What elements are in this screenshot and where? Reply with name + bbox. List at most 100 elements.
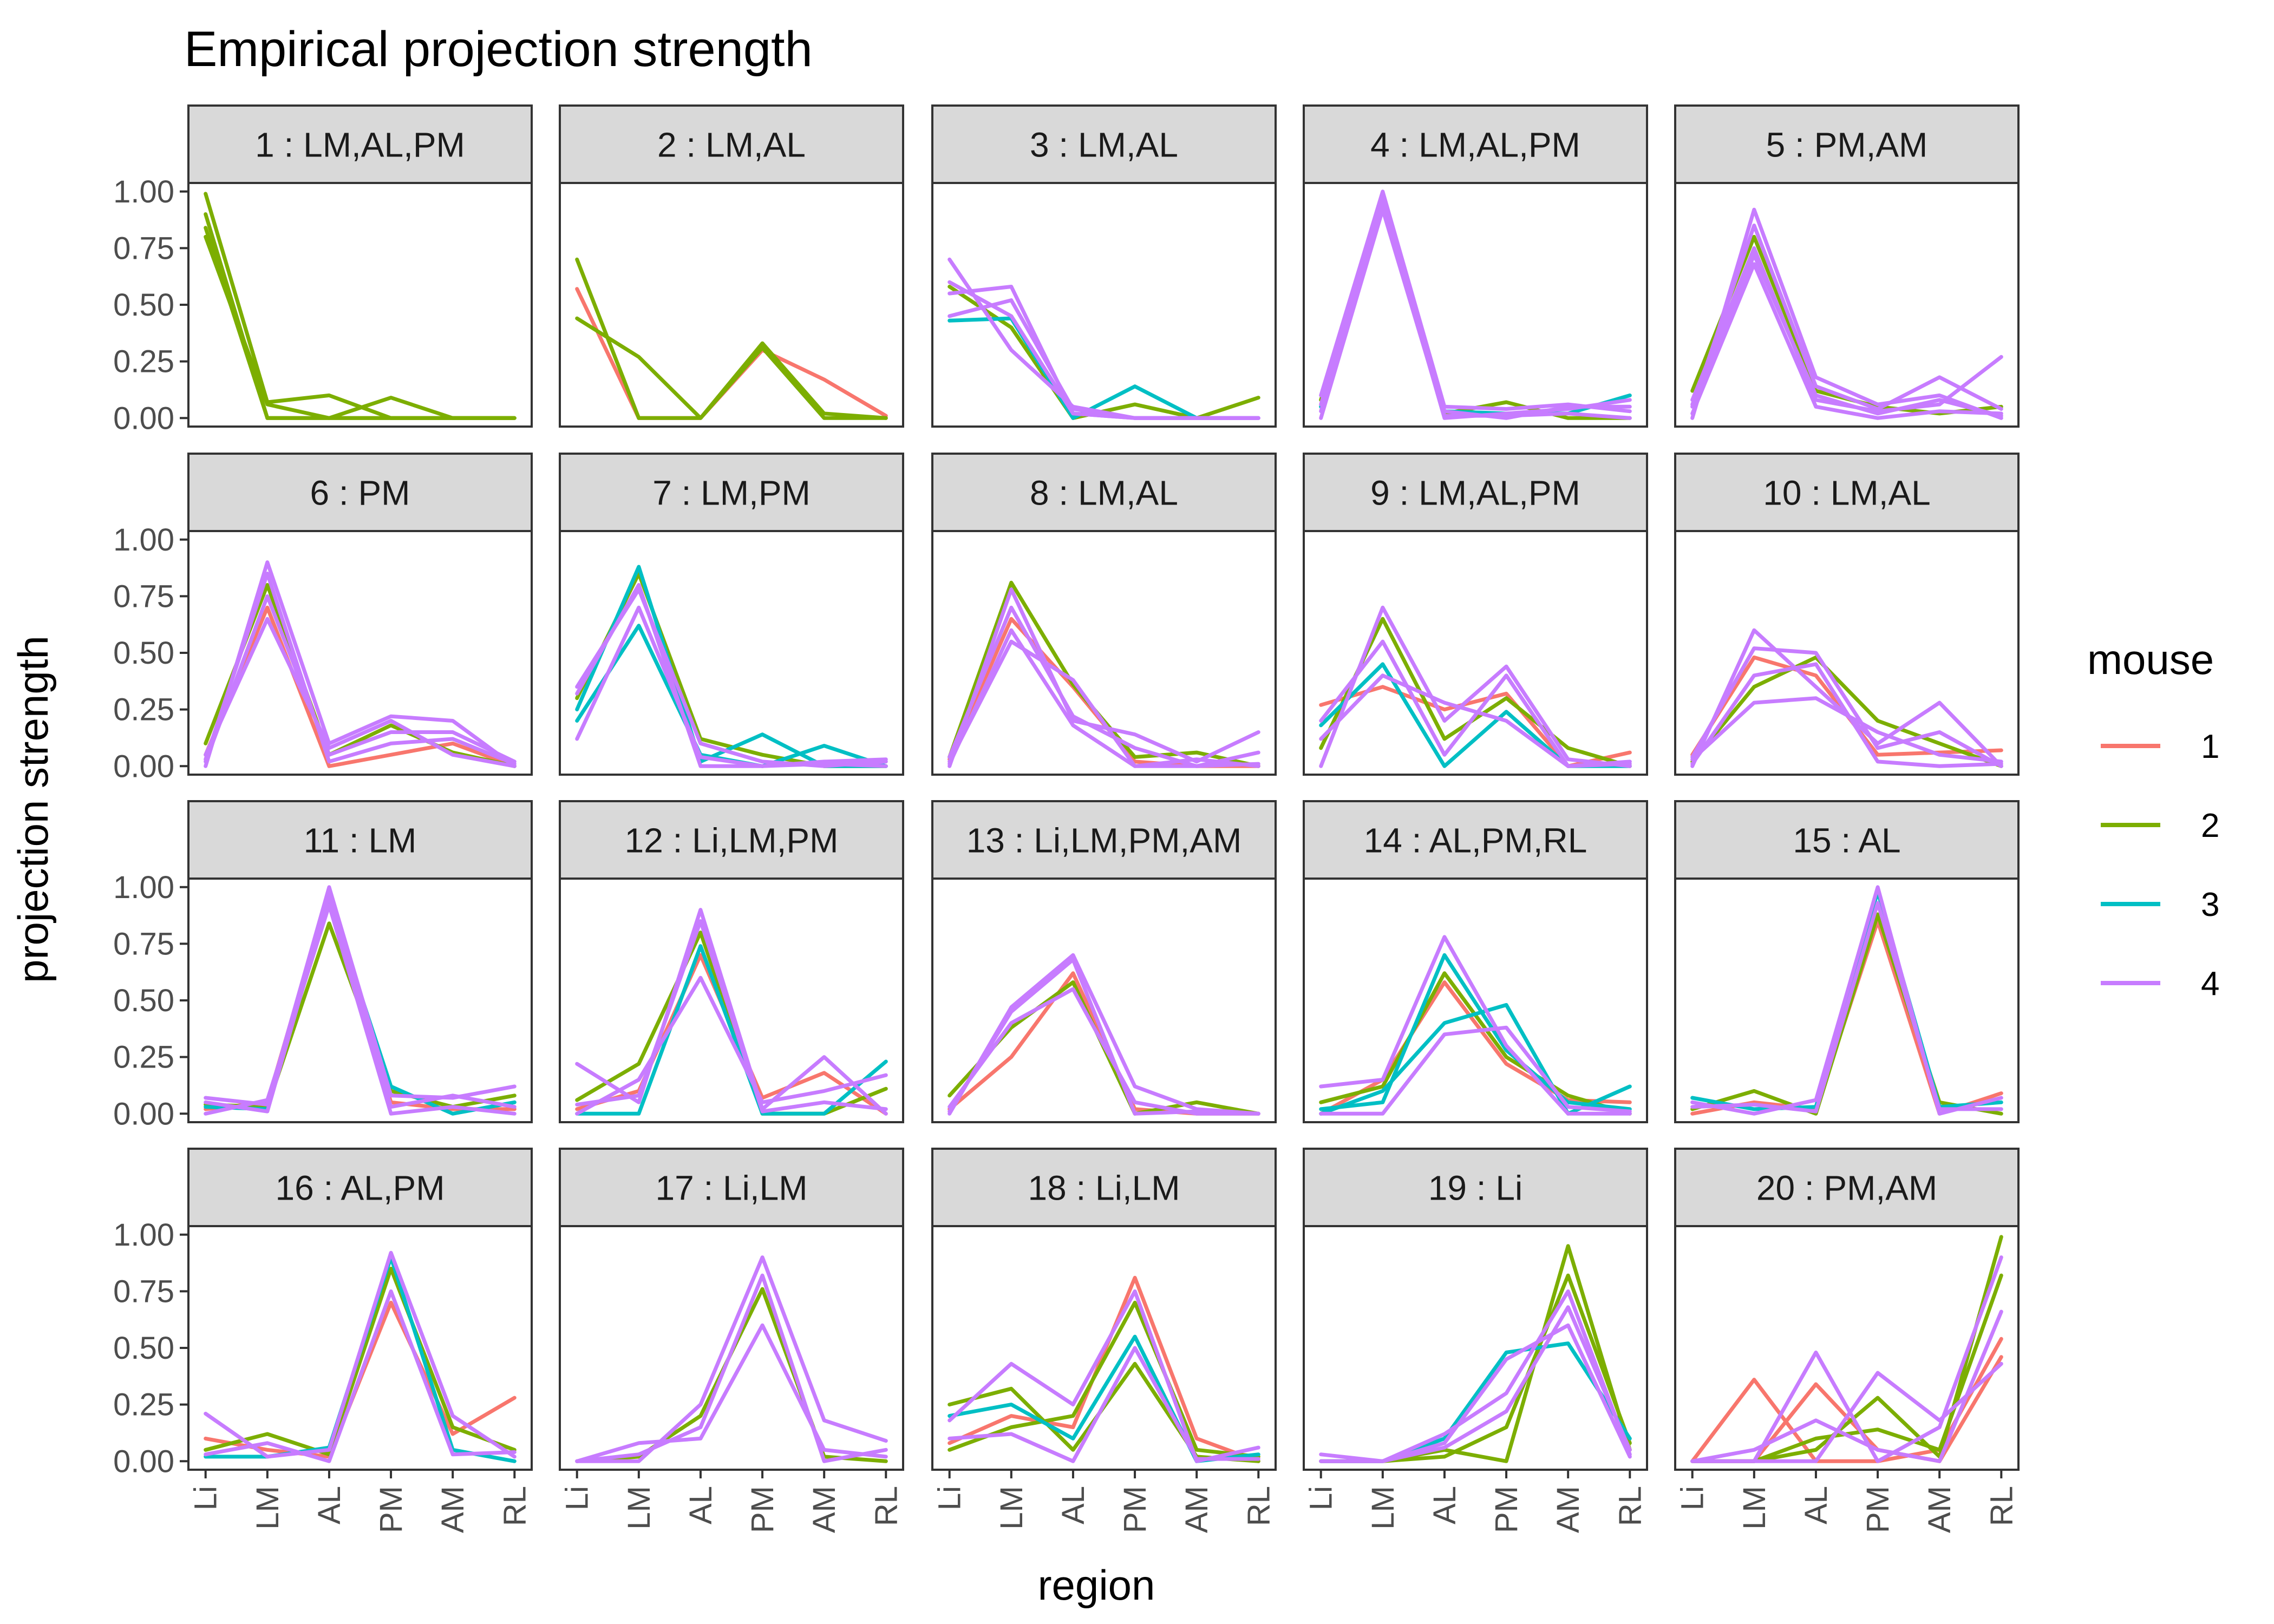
y-tick-label: 1.00 [113,522,174,558]
y-tick-label: 0.25 [113,1387,174,1423]
series-line-mouse-4 [948,587,1260,768]
x-tick-label: AL [1056,1486,1091,1524]
x-tick-label: PM [1860,1486,1896,1533]
series-line-mouse-4 [1690,901,2003,1114]
panel-border [559,182,904,428]
y-tick-label: 0.75 [113,926,174,961]
y-tick-label: 1.00 [113,174,174,209]
y-tick-label: 1.00 [113,870,174,905]
series-line-mouse-4 [948,257,1260,420]
facet-panel: 9 : LM,AL,PM [1303,453,1648,776]
facet-panel: 11 : LM 0.00 0.25 0.50 0.75 1.00 [113,800,533,1131]
x-tick-label: PM [745,1486,780,1533]
series-line-mouse-2 [204,234,517,420]
panel-border [1303,1225,1648,1471]
x-tick-label: AM [807,1486,842,1533]
series-line-mouse-1 [204,605,517,768]
facet-strip-label: 7 : LM,PM [652,474,811,513]
legend-label-1: 1 [2201,728,2219,765]
x-tick-label: RL [1612,1486,1648,1526]
panel-border [1303,182,1648,428]
facet-strip [559,104,904,184]
x-tick-label: AL [1799,1486,1834,1524]
panel-border [1674,878,2020,1123]
series-line-mouse-4 [1319,935,1632,1116]
series-line-mouse-1 [948,1275,1260,1463]
facet-strip-label: 4 : LM,AL,PM [1370,126,1580,165]
series-line-mouse-4 [575,1323,888,1463]
x-tick-label: AM [1922,1486,1957,1533]
facet-strip [559,1148,904,1227]
facet-strip-label: 2 : LM,AL [657,126,806,165]
series-line-mouse-4 [204,560,517,768]
panel-border [559,530,904,776]
series-line-mouse-4 [948,628,1260,768]
panel-border [1303,878,1648,1123]
facet-strip-label: 10 : LM,AL [1763,474,1931,513]
x-tick-label: LM [994,1486,1029,1530]
x-tick-label: LM [250,1486,285,1530]
y-tick-label: 0.50 [113,636,174,671]
facet-panel: 3 : LM,AL [931,104,1277,428]
x-tick-label: AM [1551,1486,1586,1533]
series-line-mouse-4 [1319,639,1632,768]
series-line-mouse-4 [1690,885,2003,1116]
series-line-mouse-4 [1690,253,2003,418]
series-line-mouse-2 [575,1287,888,1463]
facet-strip [187,104,533,184]
y-tick-label: 0.00 [113,749,174,784]
series-line-mouse-4 [1319,1305,1632,1463]
y-tick-label: 0.50 [113,983,174,1018]
series-line-mouse-4 [575,1255,888,1463]
panel-border [559,878,904,1123]
facet-panel: 18 : Li,LM Li LM AL PM AM RL [931,1148,1277,1533]
facet-panels: 1 : LM,AL,PM 0.00 0.25 0.50 0.75 1.00 2 : LM,A… [113,104,2020,1533]
series-line-mouse-2 [1690,655,2003,768]
facet-panel: 15 : AL [1674,800,2020,1123]
series-line-mouse-3 [1319,953,1632,1111]
facet-strip [931,1148,1277,1227]
series-line-mouse-4 [1319,201,1632,420]
facet-strip [1674,453,2020,532]
facet-strip-label: 11 : LM [304,821,417,860]
series-line-mouse-4 [204,594,517,764]
series-line-mouse-4 [1690,262,2003,420]
x-tick-label: PM [1489,1486,1524,1533]
series-line-mouse-1 [575,287,888,420]
x-tick-label: Li [188,1486,224,1510]
y-tick-label: 0.00 [113,1444,174,1479]
series-line-mouse-4 [204,572,517,766]
series-line-mouse-2 [204,226,517,420]
x-tick-label: Li [932,1486,968,1510]
facet-strip-label: 15 : AL [1793,821,1900,860]
facet-strip-label: 18 : Li,LM [1028,1169,1180,1208]
series-line-mouse-3 [1319,194,1632,416]
series-line-mouse-4 [1319,194,1632,420]
facet-strip-label: 13 : Li,LM,PM,AM [966,821,1242,860]
facet-panel: 8 : LM,AL [931,453,1277,776]
series-line-mouse-4 [948,605,1260,768]
series-line-mouse-3 [575,565,888,768]
series-line-mouse-4 [1690,1309,2003,1463]
facet-strip-label: 6 : PM [310,474,410,513]
facet-panel: 1 : LM,AL,PM 0.00 0.25 0.50 0.75 1.00 [113,104,533,436]
x-tick-label: LM [1365,1486,1401,1530]
series-line-mouse-2 [204,1267,517,1457]
y-tick-label: 0.00 [113,401,174,436]
x-tick-label: RL [1241,1486,1276,1526]
facet-panel: 13 : Li,LM,PM,AM [931,800,1277,1123]
panel-border [931,182,1277,428]
series-line-mouse-4 [204,617,517,768]
x-tick-label: PM [374,1486,409,1533]
facet-strip [1303,1148,1648,1227]
series-line-mouse-4 [1690,1255,2003,1463]
legend-label-4: 4 [2201,965,2219,1003]
facet-panel: 20 : PM,AM Li LM AL PM AM RL [1674,1148,2020,1533]
series-line-mouse-2 [204,212,517,420]
series-line-mouse-4 [575,1273,888,1463]
panel-border [559,1225,904,1471]
facet-strip [187,800,533,880]
facet-strip [1674,1148,2020,1227]
series-line-mouse-4 [1690,646,2003,768]
